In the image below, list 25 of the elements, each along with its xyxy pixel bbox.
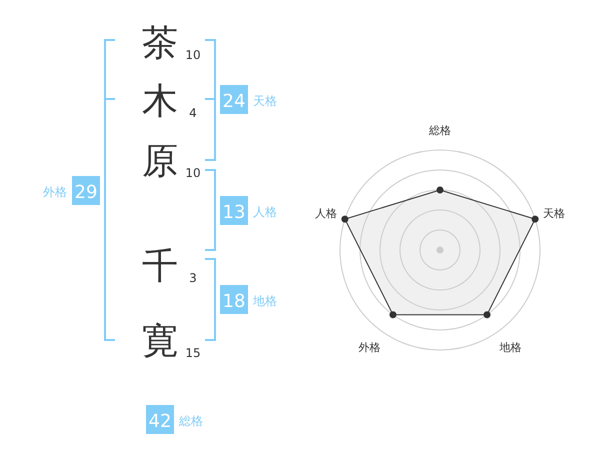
text: 地格 xyxy=(252,294,277,308)
text: 10 xyxy=(185,48,201,62)
text: 4 xyxy=(189,106,197,120)
category-label: 木 xyxy=(142,81,178,122)
text: 18 xyxy=(222,291,246,312)
category-label: 茶 xyxy=(142,23,178,64)
category-label: 寛 xyxy=(142,321,178,362)
text: 29 xyxy=(74,182,98,203)
text: 天格 xyxy=(253,94,277,108)
category-label: 原 xyxy=(142,141,178,182)
text: 15 xyxy=(185,346,201,360)
text: 13 xyxy=(222,202,246,223)
text: 42 xyxy=(148,411,172,432)
spoke-label: 天格 xyxy=(543,206,566,220)
spoke-label: 地格 xyxy=(498,341,522,354)
text: 外格 xyxy=(43,185,67,199)
text: 総格 xyxy=(178,414,203,428)
text: 人格 xyxy=(253,205,277,219)
text: 10 xyxy=(185,166,201,180)
spoke-label: 人格 xyxy=(314,206,337,220)
spoke-label: 総格 xyxy=(428,124,451,137)
text: 3 xyxy=(189,271,197,285)
spoke-label: 外格 xyxy=(358,341,380,354)
text: 24 xyxy=(222,91,246,112)
category-label: 千 xyxy=(142,246,178,287)
